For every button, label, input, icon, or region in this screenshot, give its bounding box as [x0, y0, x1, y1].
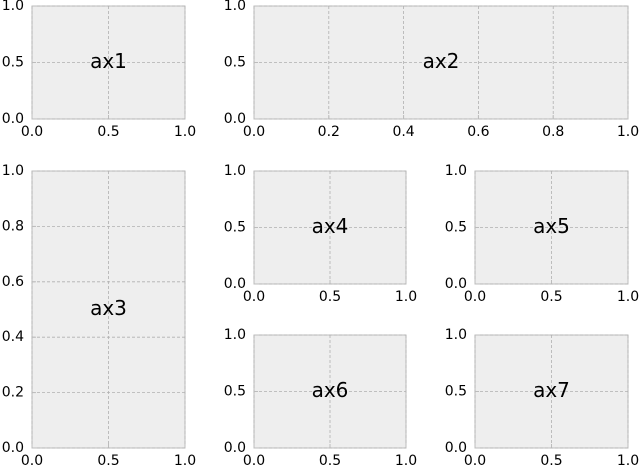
axes-annotation: ax7: [533, 378, 570, 402]
y-tick-label: 1.0: [224, 0, 246, 14]
axes-annotation: ax2: [423, 49, 460, 73]
y-tick-label: 1.0: [445, 327, 467, 343]
x-tick-label: 0.5: [97, 453, 119, 469]
y-tick-label: 0.5: [2, 55, 24, 71]
x-tick-label: 1.0: [617, 124, 639, 140]
axes-annotation: ax6: [312, 378, 349, 402]
y-tick-label: 0.5: [224, 384, 246, 400]
y-tick-label: 0.4: [2, 329, 24, 345]
y-tick-label: 1.0: [445, 163, 467, 179]
x-tick-label: 0.8: [542, 124, 564, 140]
x-tick-label: 0.5: [540, 289, 562, 305]
x-tick-label: 1.0: [617, 453, 639, 469]
y-tick-label: 0.0: [2, 440, 24, 456]
x-tick-label: 0.6: [467, 124, 489, 140]
y-tick-label: 1.0: [224, 163, 246, 179]
axes-annotation: ax3: [90, 296, 127, 320]
x-tick-label: 0.5: [97, 124, 119, 140]
x-tick-label: 0.0: [243, 289, 265, 305]
x-tick-label: 1.0: [617, 289, 639, 305]
x-tick-label: 0.0: [243, 453, 265, 469]
x-tick-label: 0.0: [21, 453, 43, 469]
y-tick-label: 0.0: [445, 440, 467, 456]
x-tick-label: 1.0: [395, 453, 417, 469]
y-tick-label: 0.0: [224, 440, 246, 456]
y-tick-label: 1.0: [224, 327, 246, 343]
y-tick-label: 0.0: [224, 276, 246, 292]
y-tick-label: 0.0: [445, 276, 467, 292]
y-tick-label: 0.5: [224, 220, 246, 236]
axes-annotation: ax1: [90, 49, 127, 73]
y-tick-label: 1.0: [2, 0, 24, 14]
x-tick-label: 1.0: [174, 453, 196, 469]
y-tick-label: 0.2: [2, 385, 24, 401]
x-tick-label: 1.0: [395, 289, 417, 305]
x-tick-label: 0.2: [318, 124, 340, 140]
x-tick-label: 0.5: [540, 453, 562, 469]
axes-annotation: ax5: [533, 214, 570, 238]
x-tick-label: 0.0: [243, 124, 265, 140]
x-tick-label: 0.5: [319, 289, 341, 305]
x-tick-label: 0.0: [464, 289, 486, 305]
y-tick-label: 0.5: [445, 384, 467, 400]
y-tick-label: 0.0: [224, 111, 246, 127]
x-tick-label: 0.0: [21, 124, 43, 140]
x-tick-label: 1.0: [174, 124, 196, 140]
x-tick-label: 0.0: [464, 453, 486, 469]
y-tick-label: 0.8: [2, 218, 24, 234]
y-tick-label: 0.5: [445, 220, 467, 236]
axes-annotation: ax4: [312, 214, 349, 238]
y-tick-label: 1.0: [2, 163, 24, 179]
x-tick-label: 0.4: [392, 124, 414, 140]
y-tick-label: 0.6: [2, 274, 24, 290]
y-tick-label: 0.0: [2, 111, 24, 127]
x-tick-label: 0.5: [319, 453, 341, 469]
y-tick-label: 0.5: [224, 55, 246, 71]
